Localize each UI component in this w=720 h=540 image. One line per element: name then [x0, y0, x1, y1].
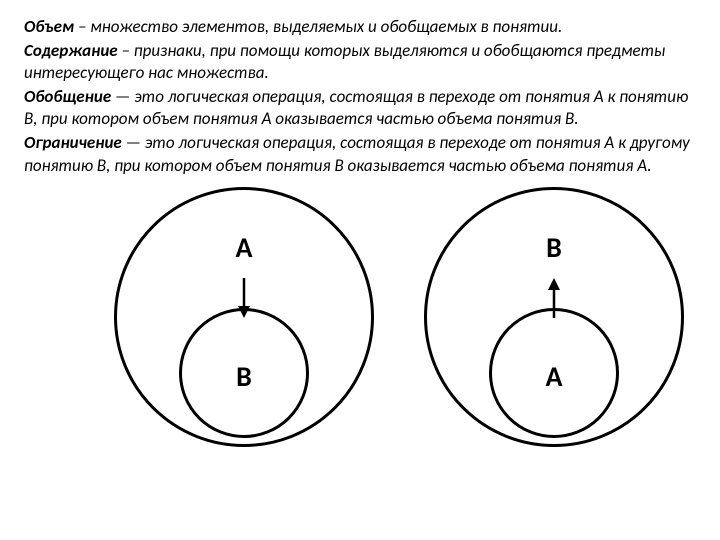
term: Содержание: [24, 40, 118, 61]
term: Ограничение: [24, 132, 122, 153]
inner-label: А: [546, 359, 563, 394]
definition-item: Содержание – признаки, при помощи которы…: [24, 40, 696, 84]
term: Объем: [24, 16, 74, 37]
venn-diagram-restriction: В А: [424, 187, 684, 447]
outer-circle: А В: [114, 187, 374, 447]
definition-item: Обобщение — это логическая операция, сос…: [24, 86, 696, 130]
definition-item: Объем – множество элементов, выделяемых …: [24, 16, 696, 38]
inner-label: В: [236, 359, 252, 394]
definitions-block: Объем – множество элементов, выделяемых …: [24, 16, 696, 177]
term: Обобщение: [24, 86, 111, 107]
definition-text: — это логическая операция, состоящая в п…: [24, 132, 690, 175]
diagrams-container: А В В А: [24, 187, 696, 467]
outer-label: А: [236, 230, 253, 265]
outer-circle: В А: [424, 187, 684, 447]
definition-text: – признаки, при помощи которых выделяютс…: [24, 40, 665, 83]
venn-diagram-generalization: А В: [114, 187, 374, 447]
outer-label: В: [546, 230, 562, 265]
definition-text: — это логическая операция, состоящая в п…: [24, 86, 688, 129]
definition-item: Ограничение — это логическая операция, с…: [24, 132, 696, 176]
definition-text: – множество элементов, выделяемых и обоб…: [74, 16, 562, 37]
